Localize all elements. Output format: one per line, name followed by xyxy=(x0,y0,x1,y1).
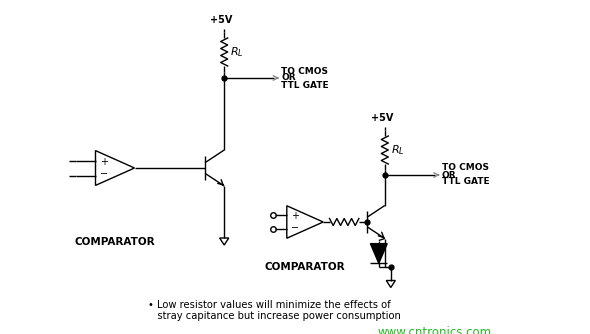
Text: TO CMOS: TO CMOS xyxy=(281,66,328,75)
Text: TO CMOS: TO CMOS xyxy=(442,164,489,172)
Text: COMPARATOR: COMPARATOR xyxy=(265,262,345,272)
Text: TTL GATE: TTL GATE xyxy=(442,177,490,186)
Text: $R_L$: $R_L$ xyxy=(391,143,404,157)
Text: www.cntronics.com: www.cntronics.com xyxy=(378,326,492,334)
Text: TTL GATE: TTL GATE xyxy=(281,80,329,90)
Text: +: + xyxy=(291,211,299,221)
Polygon shape xyxy=(371,243,387,264)
Text: $R_L$: $R_L$ xyxy=(230,45,244,59)
Text: +: + xyxy=(100,157,109,167)
Text: stray capitance but increase power consumption: stray capitance but increase power consu… xyxy=(148,311,401,321)
Text: −: − xyxy=(100,169,109,179)
Text: • Low resistor values will minimize the effects of: • Low resistor values will minimize the … xyxy=(148,300,391,310)
Text: +5V: +5V xyxy=(371,113,393,123)
Text: OR: OR xyxy=(281,73,296,82)
Text: COMPARATOR: COMPARATOR xyxy=(75,237,155,247)
Text: +5V: +5V xyxy=(210,15,232,25)
Text: OR: OR xyxy=(442,170,457,179)
Text: −: − xyxy=(291,222,299,232)
